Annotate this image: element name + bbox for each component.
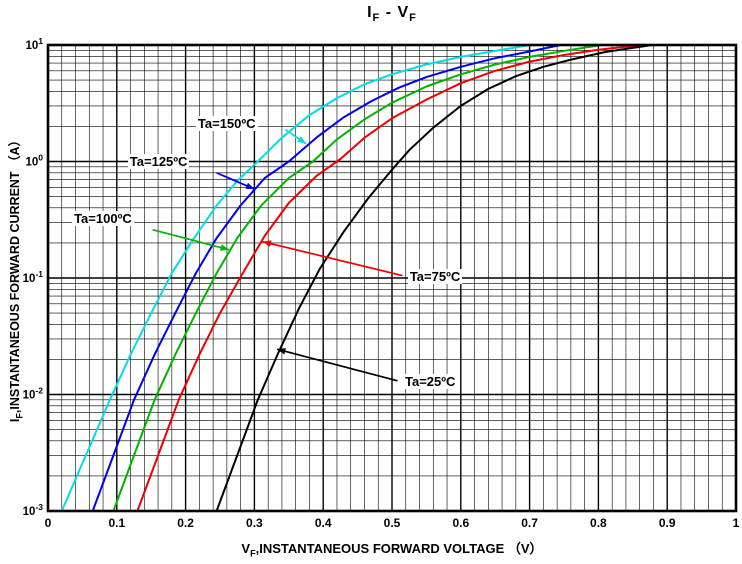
tick-labels: 0 0.1 0.2 0.3 0.4 0.5 0.6 0.7 0.8 0.9 1 101 100 10-1 1… <box>23 36 740 530</box>
curve-Ta-75C <box>136 45 643 511</box>
curve-label-ta-125: Ta=125ºC <box>127 154 190 170</box>
x-tick-label: 0.4 <box>315 516 332 530</box>
grid-lines <box>47 44 737 512</box>
curve-Ta-100C <box>112 45 603 511</box>
title-left-sub: F <box>372 12 381 25</box>
annotation-arrowhead-Ta-100C <box>220 244 229 251</box>
y-axis-title-rest: ,INSTANTANEOUS FORWARD CURRENT （A） <box>7 133 22 414</box>
x-axis-title: VF,INSTANTANEOUS FORWARD VOLTAGE （V） <box>48 538 736 559</box>
chart-title: IF - VF <box>48 4 736 24</box>
y-tick-label: 10-1 <box>23 269 44 285</box>
curve-Ta-25C <box>215 45 654 511</box>
x-tick-label: 0.6 <box>452 516 469 530</box>
y-axis-title: IF,INSTANTANEOUS FORWARD CURRENT （A） <box>4 134 25 422</box>
y-tick-label: 101 <box>25 36 43 52</box>
y-axis-title-base: I <box>7 418 22 423</box>
x-tick-label: 0.5 <box>384 516 401 530</box>
title-right-sub: F <box>409 12 417 25</box>
annotation-arrowhead-Ta-75C <box>262 240 272 247</box>
y-tick-label: 10-3 <box>23 502 44 518</box>
title-separator: - <box>380 4 398 21</box>
y-tick-label: 10-2 <box>23 386 44 402</box>
x-tick-label: 0.9 <box>659 516 676 530</box>
x-tick-label: 0.1 <box>108 516 125 530</box>
annotation-arrow-Ta-75C <box>262 240 403 277</box>
annotation-arrow-Ta-100C <box>152 228 230 251</box>
x-tick-label: 0.3 <box>246 516 263 530</box>
curves <box>60 45 654 511</box>
curve-Ta-125C <box>91 45 562 511</box>
annotation-arrow-Ta-25C <box>276 348 398 382</box>
x-tick-label: 0.8 <box>590 516 607 530</box>
x-tick-label: 0.7 <box>521 516 538 530</box>
plot-border <box>46 43 738 513</box>
x-tick-label: 0.2 <box>177 516 194 530</box>
x-axis-title-base: V <box>241 541 251 556</box>
annotation-arrowhead-Ta-150C <box>297 136 306 144</box>
y-tick-label: 100 <box>25 153 43 169</box>
x-tick-label: 1 <box>733 516 740 530</box>
curve-label-ta-25: Ta=25ºC <box>403 374 458 390</box>
y-axis-title-sub: F <box>14 413 25 419</box>
annotation-arrowhead-Ta-25C <box>277 348 286 355</box>
x-axis-title-rest: ,INSTANTANEOUS FORWARD VOLTAGE （V） <box>255 541 543 556</box>
curve-label-ta-75: Ta=75ºC <box>407 269 463 285</box>
curve-label-ta-150: Ta=150ºC <box>195 116 258 132</box>
title-left-base: I <box>367 4 373 21</box>
title-right-base: V <box>397 4 410 21</box>
curve-Ta-150C <box>60 45 531 511</box>
x-tick-label: 0 <box>45 516 52 530</box>
curve-label-ta-100: Ta=100ºC <box>72 210 134 226</box>
annotation-arrowhead-Ta-125C <box>245 182 255 190</box>
x-axis-title-sub: F <box>250 548 256 559</box>
